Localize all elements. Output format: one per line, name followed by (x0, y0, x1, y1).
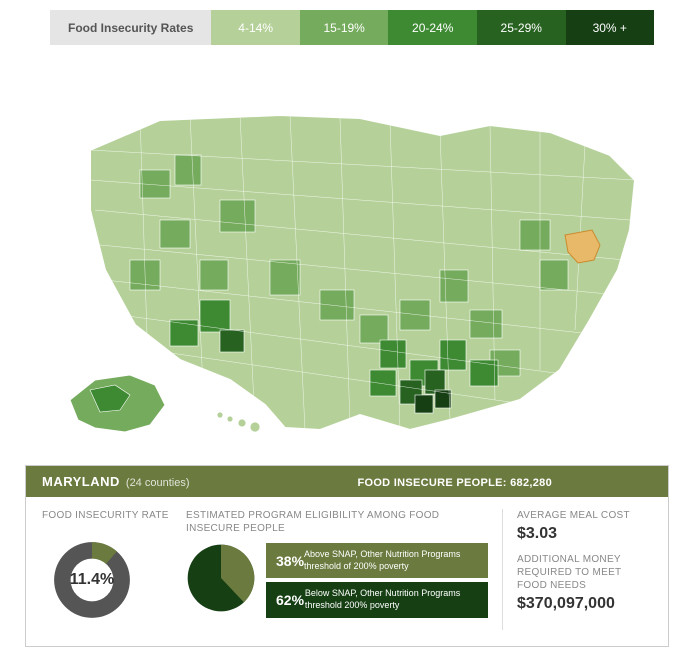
money-value: $370,097,000 (517, 595, 652, 613)
stats-column: AVERAGE MEAL COST $3.03 ADDITIONAL MONEY… (502, 509, 652, 630)
below-pct: 62% (276, 592, 305, 608)
meal-value: $3.03 (517, 525, 652, 543)
rate-value: 11.4% (42, 530, 142, 630)
state-name: MARYLAND (42, 474, 120, 489)
legend-title: Food Insecurity Rates (50, 10, 211, 45)
legend-bucket-0[interactable]: 4-14% (211, 10, 300, 45)
map-svg (20, 60, 670, 450)
money-label: ADDITIONAL MONEY REQUIRED TO MEET FOOD N… (517, 553, 652, 592)
eligibility-column: ESTIMATED PROGRAM ELIGIBILITY AMONG FOOD… (186, 509, 488, 630)
county-count: (24 counties) (126, 477, 190, 489)
insecure-value: 682,280 (510, 477, 552, 489)
rate-donut-chart: 11.4% (42, 530, 142, 630)
legend-bucket-3[interactable]: 25-29% (477, 10, 566, 45)
insecure-people: FOOD INSECURE PEOPLE: 682,280 (357, 477, 652, 489)
legend-bucket-4[interactable]: 30% + (566, 10, 655, 45)
state-detail-panel: MARYLAND (24 counties) FOOD INSECURE PEO… (25, 465, 669, 647)
legend-bucket-1[interactable]: 15-19% (300, 10, 389, 45)
rate-label: FOOD INSECURITY RATE (42, 509, 172, 522)
panel-header: MARYLAND (24 counties) FOOD INSECURE PEO… (26, 466, 668, 497)
above-text: Above SNAP, Other Nutrition Programs thr… (304, 549, 478, 572)
legend: Food Insecurity Rates 4-14% 15-19% 20-24… (50, 10, 654, 45)
below-text: Below SNAP, Other Nutrition Programs thr… (305, 588, 478, 611)
eligibility-label: ESTIMATED PROGRAM ELIGIBILITY AMONG FOOD… (186, 509, 488, 535)
eligibility-above-bar: 38% Above SNAP, Other Nutrition Programs… (266, 543, 488, 578)
eligibility-below-bar: 62% Below SNAP, Other Nutrition Programs… (266, 582, 488, 617)
panel-body: FOOD INSECURITY RATE 11.4% ESTIMATED PRO… (26, 497, 668, 646)
meal-label: AVERAGE MEAL COST (517, 509, 652, 522)
above-pct: 38% (276, 553, 304, 569)
eligibility-pie-chart (186, 543, 256, 613)
legend-bucket-2[interactable]: 20-24% (388, 10, 477, 45)
insecure-label: FOOD INSECURE PEOPLE: (357, 477, 506, 489)
usa-choropleth-map[interactable] (20, 60, 674, 450)
rate-column: FOOD INSECURITY RATE 11.4% (42, 509, 172, 630)
